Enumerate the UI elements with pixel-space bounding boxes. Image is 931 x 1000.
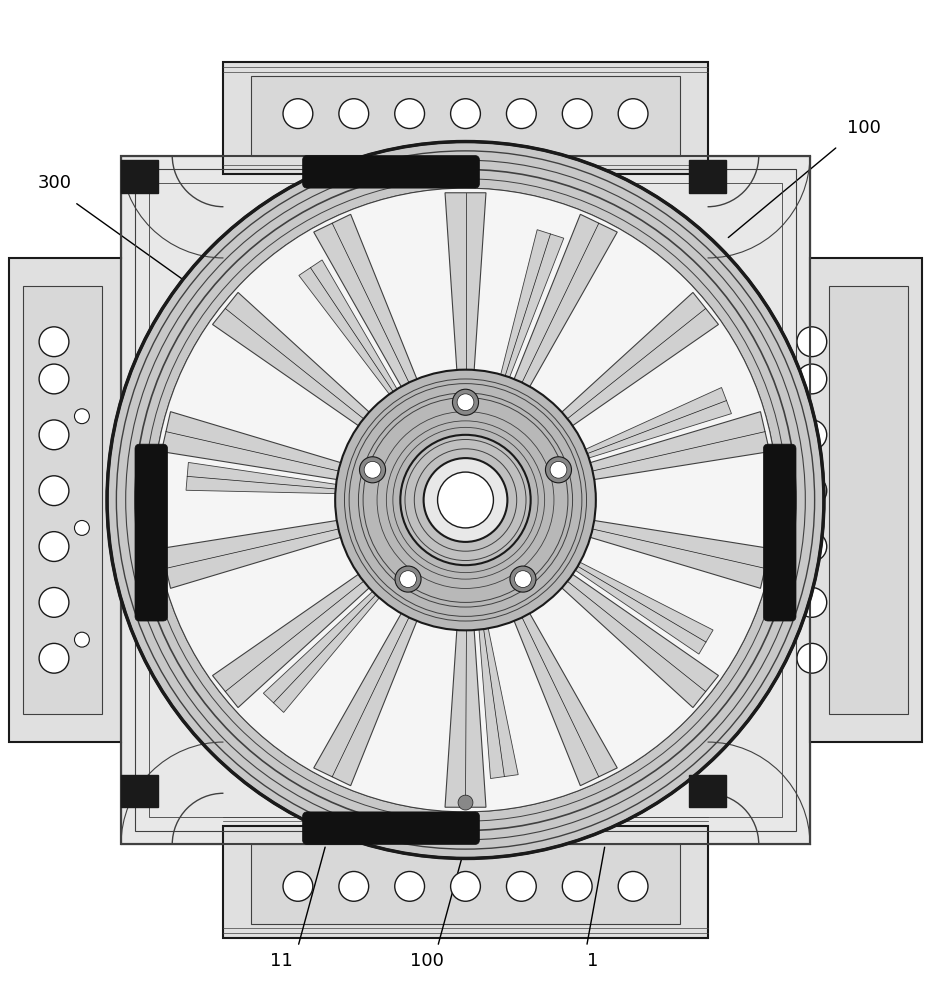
FancyBboxPatch shape bbox=[135, 444, 168, 621]
FancyBboxPatch shape bbox=[303, 812, 479, 844]
Polygon shape bbox=[573, 518, 770, 588]
Polygon shape bbox=[575, 562, 713, 654]
FancyBboxPatch shape bbox=[303, 156, 479, 188]
FancyBboxPatch shape bbox=[121, 160, 158, 193]
Polygon shape bbox=[548, 564, 719, 708]
FancyBboxPatch shape bbox=[689, 160, 726, 193]
Circle shape bbox=[457, 394, 474, 411]
Polygon shape bbox=[161, 518, 358, 588]
Polygon shape bbox=[212, 564, 383, 708]
FancyBboxPatch shape bbox=[829, 286, 908, 714]
Circle shape bbox=[39, 476, 69, 506]
Polygon shape bbox=[263, 591, 379, 712]
Circle shape bbox=[395, 871, 425, 901]
Circle shape bbox=[797, 532, 827, 561]
Polygon shape bbox=[501, 230, 564, 377]
Circle shape bbox=[424, 458, 507, 542]
FancyBboxPatch shape bbox=[223, 826, 708, 938]
Circle shape bbox=[359, 457, 385, 483]
Circle shape bbox=[546, 457, 572, 483]
Polygon shape bbox=[479, 628, 519, 779]
Text: 300: 300 bbox=[37, 174, 72, 192]
Circle shape bbox=[506, 871, 536, 901]
Circle shape bbox=[283, 99, 313, 129]
Circle shape bbox=[107, 142, 824, 858]
Circle shape bbox=[335, 370, 596, 630]
Circle shape bbox=[154, 188, 777, 812]
Circle shape bbox=[776, 409, 791, 424]
Circle shape bbox=[39, 364, 69, 394]
Bar bbox=[135, 169, 796, 831]
Text: 1: 1 bbox=[587, 952, 598, 970]
Circle shape bbox=[364, 461, 381, 478]
Circle shape bbox=[515, 571, 532, 587]
Polygon shape bbox=[573, 412, 770, 482]
FancyBboxPatch shape bbox=[689, 775, 726, 807]
Circle shape bbox=[74, 632, 89, 647]
Circle shape bbox=[776, 632, 791, 647]
Circle shape bbox=[550, 461, 567, 478]
Text: 11: 11 bbox=[270, 952, 292, 970]
Polygon shape bbox=[507, 214, 617, 403]
Text: 100: 100 bbox=[410, 952, 443, 970]
FancyBboxPatch shape bbox=[23, 286, 102, 714]
Bar bbox=[149, 183, 782, 817]
Polygon shape bbox=[314, 214, 424, 403]
FancyBboxPatch shape bbox=[251, 844, 680, 924]
Circle shape bbox=[458, 795, 473, 810]
Circle shape bbox=[562, 871, 592, 901]
Circle shape bbox=[451, 99, 480, 129]
Circle shape bbox=[39, 532, 69, 561]
Circle shape bbox=[283, 871, 313, 901]
Circle shape bbox=[506, 99, 536, 129]
Circle shape bbox=[39, 420, 69, 450]
Circle shape bbox=[400, 435, 531, 565]
Circle shape bbox=[797, 476, 827, 506]
Polygon shape bbox=[445, 612, 486, 807]
Polygon shape bbox=[314, 597, 424, 786]
Circle shape bbox=[618, 871, 648, 901]
Circle shape bbox=[797, 588, 827, 617]
FancyBboxPatch shape bbox=[223, 62, 708, 174]
Polygon shape bbox=[507, 597, 617, 786]
Circle shape bbox=[339, 99, 369, 129]
Polygon shape bbox=[161, 412, 358, 482]
Polygon shape bbox=[212, 292, 383, 436]
Circle shape bbox=[797, 364, 827, 394]
Circle shape bbox=[451, 871, 480, 901]
Circle shape bbox=[618, 99, 648, 129]
Polygon shape bbox=[299, 260, 397, 394]
Circle shape bbox=[395, 99, 425, 129]
Circle shape bbox=[797, 643, 827, 673]
Circle shape bbox=[399, 571, 416, 587]
Polygon shape bbox=[586, 388, 732, 458]
Circle shape bbox=[562, 99, 592, 129]
Circle shape bbox=[452, 389, 479, 415]
FancyBboxPatch shape bbox=[810, 258, 922, 742]
FancyBboxPatch shape bbox=[251, 76, 680, 156]
Polygon shape bbox=[548, 292, 719, 436]
Circle shape bbox=[395, 566, 421, 592]
Bar bbox=[121, 156, 810, 844]
Circle shape bbox=[339, 871, 369, 901]
FancyBboxPatch shape bbox=[9, 258, 121, 742]
Circle shape bbox=[39, 588, 69, 617]
Circle shape bbox=[74, 520, 89, 535]
FancyBboxPatch shape bbox=[121, 156, 810, 844]
Text: 100: 100 bbox=[847, 119, 881, 137]
Circle shape bbox=[39, 643, 69, 673]
FancyBboxPatch shape bbox=[763, 444, 796, 621]
Circle shape bbox=[438, 472, 493, 528]
Circle shape bbox=[74, 409, 89, 424]
Circle shape bbox=[510, 566, 536, 592]
FancyBboxPatch shape bbox=[121, 775, 158, 807]
Circle shape bbox=[39, 327, 69, 357]
Circle shape bbox=[797, 327, 827, 357]
Circle shape bbox=[776, 520, 791, 535]
Polygon shape bbox=[445, 193, 486, 388]
Circle shape bbox=[797, 420, 827, 450]
Polygon shape bbox=[186, 462, 336, 494]
